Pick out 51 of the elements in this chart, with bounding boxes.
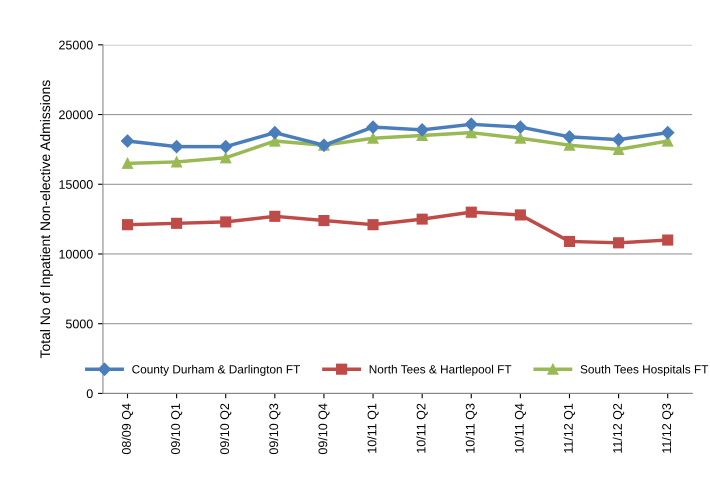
point [613, 144, 624, 155]
point [268, 126, 282, 140]
point [269, 210, 280, 222]
y-tick-label: 0 [86, 389, 93, 398]
point [318, 214, 330, 226]
point [613, 237, 624, 248]
x-tick-label: 09/10 Q4 [318, 404, 330, 454]
point [564, 236, 576, 247]
point [514, 209, 526, 220]
point [170, 140, 184, 154]
legend-label: North Tees & Hartlepool FT [370, 364, 512, 376]
point [416, 214, 428, 225]
point [662, 234, 674, 246]
point [220, 152, 232, 164]
point [661, 126, 674, 140]
legend-label: South Tees Hospitals FT [580, 364, 708, 376]
x-tick-label: 09/10 Q2 [220, 404, 232, 454]
point [562, 130, 576, 144]
x-tick-label: 10/11 Q2 [416, 404, 428, 453]
point [612, 133, 626, 146]
x-tick-label: 09/10 Q3 [269, 404, 280, 454]
x-tick-label: 09/10 Q1 [170, 404, 182, 454]
point [120, 134, 134, 148]
x-tick-label: 10/11 Q3 [465, 404, 477, 453]
point [367, 219, 379, 230]
y-tick-label: 20000 [59, 110, 93, 120]
x-tick-label: 11/12 Q3 [662, 404, 674, 453]
y-axis-title: Total No of Inpatient Non-elective Admissions [40, 80, 53, 358]
point [122, 158, 134, 169]
point [122, 219, 134, 230]
y-tick-label: 10000 [59, 250, 93, 259]
point [514, 120, 527, 134]
point [514, 132, 526, 144]
point [171, 156, 182, 168]
y-tick-label: 5000 [66, 320, 93, 328]
legend-label: County Durham & Darlington FT [132, 364, 300, 376]
point [366, 120, 380, 134]
point [466, 206, 477, 218]
y-tick-label: 15000 [59, 180, 93, 189]
point [219, 140, 232, 154]
x-tick-label: 11/12 Q2 [612, 404, 624, 453]
point [171, 218, 182, 229]
y-tick-label: 25000 [59, 40, 93, 50]
x-tick-label: 10/11 Q4 [514, 404, 526, 453]
x-tick-label: 11/12 Q1 [564, 404, 576, 453]
point [416, 123, 429, 136]
point [464, 118, 478, 131]
x-tick-label: 10/11 Q1 [367, 404, 379, 453]
x-tick-label: 08/09 Q4 [122, 404, 134, 454]
point [220, 216, 232, 228]
point [367, 132, 379, 144]
